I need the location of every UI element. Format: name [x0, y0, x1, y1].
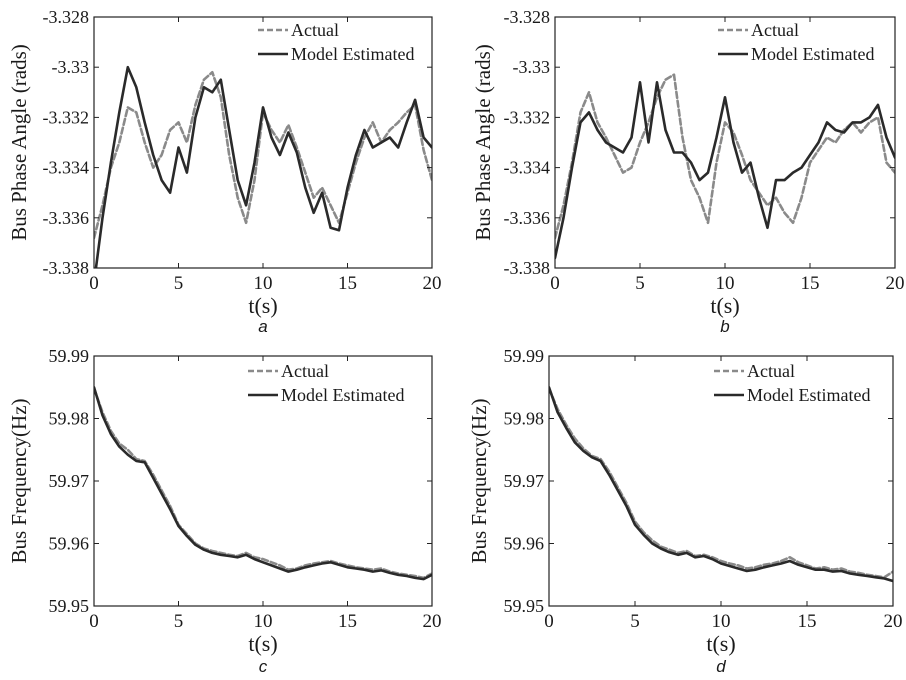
x-tick-label: 0	[89, 273, 99, 294]
x-tick-label: 20	[886, 273, 905, 294]
y-axis-label: Bus Phase Angle (rads)	[471, 44, 495, 241]
y-tick-label: -3.334	[43, 158, 90, 178]
y-axis-label: Bus Frequency(Hz)	[7, 398, 31, 563]
x-tick-label: 10	[716, 273, 735, 294]
x-tick-label: 5	[635, 273, 645, 294]
x-axis-label: t(s)	[248, 293, 277, 318]
y-tick-label: -3.33	[513, 57, 551, 77]
x-tick-label: 10	[254, 611, 273, 632]
y-tick-label: 59.98	[504, 409, 545, 429]
y-tick-label: 59.95	[504, 596, 545, 616]
x-axis-label: t(s)	[710, 293, 739, 318]
x-tick-label: 5	[630, 611, 640, 632]
y-tick-label: -3.338	[504, 258, 551, 278]
legend-label: Actual	[281, 361, 329, 381]
x-tick-label: 10	[254, 273, 273, 294]
legend-label: Actual	[747, 361, 795, 381]
y-tick-label: 59.99	[49, 346, 90, 366]
series-line-actual	[94, 70, 432, 240]
x-tick-label: 0	[89, 611, 99, 632]
series-line-actual	[555, 73, 895, 240]
y-tick-label: -3.338	[43, 258, 90, 278]
series-line-model-estimated	[555, 81, 895, 260]
y-tick-label: 59.98	[49, 409, 90, 429]
y-tick-label: -3.328	[43, 7, 90, 27]
series-line-model-estimated	[94, 386, 432, 581]
y-axis-label: Bus Frequency(Hz)	[467, 398, 491, 563]
y-tick-label: -3.328	[504, 7, 551, 27]
x-tick-label: 5	[174, 273, 184, 294]
panel-caption: d	[716, 657, 726, 676]
panel-caption: c	[259, 657, 268, 676]
x-tick-label: 20	[884, 611, 903, 632]
x-tick-label: 5	[174, 611, 184, 632]
x-tick-label: 20	[423, 611, 442, 632]
x-tick-label: 0	[550, 273, 560, 294]
x-axis-label: t(s)	[706, 631, 735, 656]
chart-panel-b: 0 5 10 15 20 -3.328 -3.33 -3.332 -3.334 -3.336 -3.…	[471, 7, 905, 336]
legend-label: Model Estimated	[291, 44, 414, 64]
y-tick-label: -3.332	[504, 107, 551, 127]
x-tick-label: 0	[544, 611, 554, 632]
legend-label: Actual	[751, 20, 799, 40]
y-tick-label: -3.336	[504, 208, 551, 228]
legend-label: Model Estimated	[281, 385, 404, 405]
x-tick-label: 20	[423, 273, 442, 294]
y-tick-label: -3.334	[504, 158, 551, 178]
y-tick-label: -3.336	[43, 208, 90, 228]
x-tick-label: 15	[798, 611, 817, 632]
chart-panel-d: 0 5 10 15 20 59.95 59.96 59.97 59.98 59.99 t(s) Bus…	[467, 346, 903, 676]
panel-caption: b	[720, 317, 729, 336]
x-tick-label: 10	[712, 611, 731, 632]
y-tick-label: -3.332	[43, 107, 90, 127]
legend-label: Model Estimated	[747, 385, 870, 405]
y-tick-label: 59.96	[504, 534, 545, 554]
y-tick-label: 59.96	[49, 534, 90, 554]
x-axis-label: t(s)	[248, 631, 277, 656]
x-tick-label: 15	[338, 611, 357, 632]
legend-label: Model Estimated	[751, 44, 874, 64]
chart-panel-c: 0 5 10 15 20 59.95 59.96 59.97 59.98 59.99 t(s) Bus…	[7, 346, 442, 676]
y-tick-label: 59.95	[49, 596, 90, 616]
x-tick-label: 15	[801, 273, 820, 294]
y-tick-label: 59.97	[504, 471, 545, 491]
x-tick-label: 15	[338, 273, 357, 294]
chart-panel-a: 0 5 10 15 20 -3.328 -3.33 -3.332 -3.334 -3.336 -3.…	[7, 7, 442, 336]
y-tick-label: -3.33	[52, 57, 90, 77]
series-line-actual	[94, 387, 432, 580]
panel-caption: a	[258, 317, 267, 336]
legend-label: Actual	[291, 20, 339, 40]
series-line-model-estimated	[94, 65, 432, 268]
series-line-actual	[549, 387, 893, 579]
y-tick-label: 59.99	[504, 346, 545, 366]
series-line-model-estimated	[549, 386, 893, 583]
y-axis-label: Bus Phase Angle (rads)	[7, 44, 31, 241]
y-tick-label: 59.97	[49, 471, 90, 491]
